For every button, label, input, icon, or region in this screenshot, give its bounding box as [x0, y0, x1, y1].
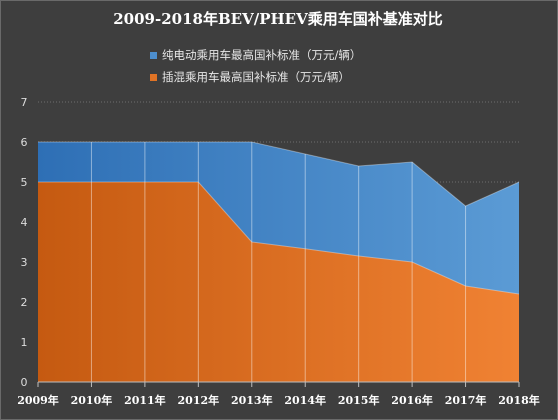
legend-label-phev: 插混乘用车最高国补标准（万元/辆）	[162, 70, 350, 84]
y-tick-label: 1	[21, 336, 28, 349]
legend-item-phev: 插混乘用车最高国补标准（万元/辆）	[150, 66, 361, 88]
y-tick-label: 6	[21, 136, 28, 149]
legend-item-bev: 纯电动乘用车最高国补标准（万元/辆）	[150, 44, 361, 66]
legend-swatch-phev	[150, 73, 157, 81]
area-series-phev	[38, 182, 519, 382]
series-line-bev	[38, 141, 520, 207]
x-tick-label: 2017年	[445, 393, 487, 407]
chart-title: 2009-2018年BEV/PHEV乘用车国补基准对比	[113, 10, 443, 28]
x-tick-label: 2011年	[124, 393, 166, 407]
y-tick-label: 0	[21, 376, 28, 389]
x-tick-label: 2009年	[17, 393, 59, 407]
legend: 纯电动乘用车最高国补标准（万元/辆） 插混乘用车最高国补标准（万元/辆）	[150, 44, 361, 88]
x-tick-label: 2010年	[71, 393, 113, 407]
x-tick-label: 2014年	[284, 393, 326, 407]
x-tick-label: 2018年	[498, 393, 540, 407]
legend-label-bev: 纯电动乘用车最高国补标准（万元/辆）	[162, 48, 362, 62]
y-tick-label: 5	[21, 176, 28, 189]
x-tick-label: 2015年	[338, 393, 380, 407]
y-tick-label: 3	[21, 256, 28, 269]
y-tick-label: 7	[21, 96, 28, 109]
legend-swatch-bev	[150, 51, 157, 59]
series-line-phev	[38, 181, 520, 295]
y-tick-label: 2	[21, 296, 28, 309]
x-tick-label: 2013年	[231, 393, 273, 407]
x-tick-label: 2012年	[178, 393, 220, 407]
x-tick-label: 2016年	[391, 393, 433, 407]
y-tick-label: 4	[21, 216, 28, 229]
